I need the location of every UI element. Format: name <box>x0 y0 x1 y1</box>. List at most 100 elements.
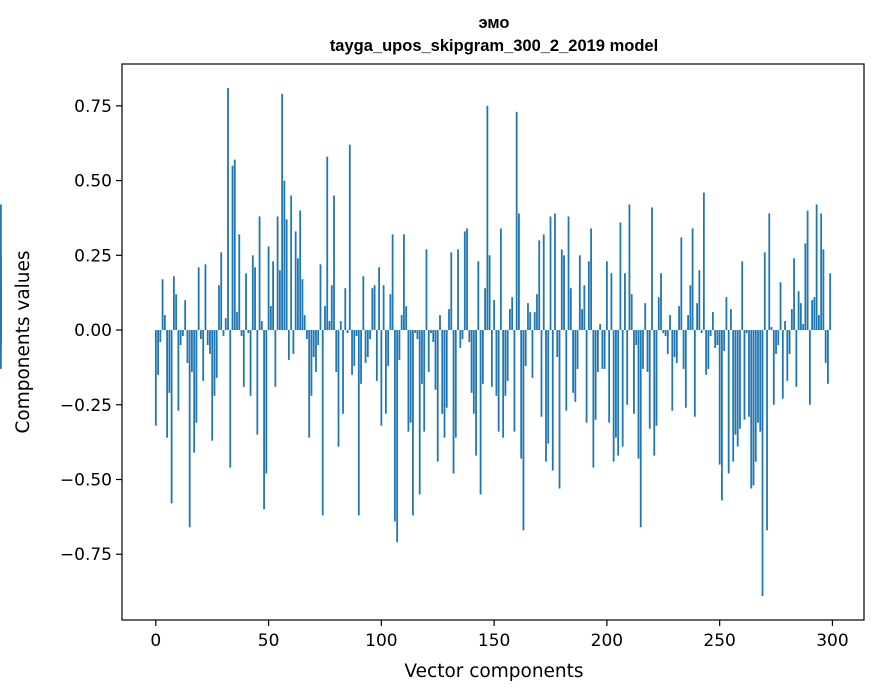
bar <box>594 330 597 420</box>
x-axis-label: Vector components <box>404 661 583 682</box>
bar <box>664 330 667 337</box>
bar <box>245 273 247 331</box>
chart-title: эмо <box>479 14 510 32</box>
bar <box>310 330 313 396</box>
bar <box>784 321 786 331</box>
bar <box>436 330 439 462</box>
bar <box>673 330 676 357</box>
bar <box>513 330 516 432</box>
bar <box>653 330 656 456</box>
bar <box>263 330 265 510</box>
bar <box>299 210 302 331</box>
bar <box>276 216 279 331</box>
bar <box>339 321 342 331</box>
bar <box>452 330 455 474</box>
bar <box>269 306 272 331</box>
bar <box>443 330 446 438</box>
bar <box>227 87 229 331</box>
bar <box>396 330 399 543</box>
bar <box>294 231 297 331</box>
bar <box>448 309 450 331</box>
bar <box>0 204 2 331</box>
bar <box>633 330 635 414</box>
bar <box>285 219 288 331</box>
bar <box>725 297 728 331</box>
bar <box>247 330 250 334</box>
bar <box>745 330 748 334</box>
bar <box>490 330 493 387</box>
bar <box>441 330 444 414</box>
y-tick-label: 0.25 <box>74 246 112 266</box>
bar <box>779 282 782 331</box>
bar <box>450 252 453 331</box>
x-tick-label: 300 <box>816 631 848 651</box>
bar <box>515 111 518 331</box>
bar <box>265 330 268 474</box>
bar <box>364 330 367 363</box>
bar <box>644 303 647 331</box>
bar <box>0 312 2 331</box>
bar <box>680 237 683 331</box>
bar <box>702 192 705 331</box>
x-tick-label: 0 <box>150 631 161 651</box>
bar <box>608 330 611 423</box>
bar <box>709 330 712 337</box>
bar <box>292 330 295 354</box>
bar <box>639 330 642 528</box>
bar <box>592 330 595 468</box>
bar <box>554 213 556 331</box>
bar <box>193 330 196 453</box>
bar <box>337 330 340 447</box>
bar <box>587 261 590 331</box>
bar <box>220 252 223 331</box>
bar <box>233 159 236 331</box>
x-tick-label: 100 <box>365 631 397 651</box>
bar <box>384 330 387 414</box>
bar <box>497 330 500 432</box>
bar <box>427 330 430 372</box>
y-tick-label: 0.50 <box>74 172 112 192</box>
bar <box>817 315 820 331</box>
bar <box>642 330 644 369</box>
bar <box>303 315 306 331</box>
bar <box>342 330 344 414</box>
bar <box>583 285 586 331</box>
bar <box>488 255 491 331</box>
bar <box>772 330 775 405</box>
bar <box>804 243 807 331</box>
bar <box>610 273 613 331</box>
bar <box>766 330 768 531</box>
bar <box>324 306 326 331</box>
bar <box>599 324 602 331</box>
bar <box>637 330 640 459</box>
bar <box>502 330 505 438</box>
bar <box>529 312 532 331</box>
bar <box>278 270 281 331</box>
bar <box>596 330 599 372</box>
bar <box>267 246 270 331</box>
bar <box>646 330 649 372</box>
bar <box>651 207 653 331</box>
bar <box>811 300 814 331</box>
bar <box>795 330 798 387</box>
bar <box>172 276 175 331</box>
bar <box>328 321 331 331</box>
bar <box>569 288 572 331</box>
bar <box>657 297 660 331</box>
y-tick-label: −0.75 <box>60 545 112 565</box>
bar <box>770 327 773 331</box>
bar <box>186 330 189 363</box>
bar <box>757 330 759 423</box>
bar <box>691 228 694 331</box>
bar <box>251 255 254 331</box>
bar <box>222 330 225 337</box>
bar <box>790 309 793 331</box>
bar <box>218 285 220 331</box>
bar <box>159 330 162 342</box>
bar <box>714 330 717 348</box>
bar <box>418 330 421 495</box>
bar <box>585 330 588 423</box>
bar <box>574 330 577 402</box>
bar <box>421 330 423 384</box>
bar <box>346 330 349 334</box>
